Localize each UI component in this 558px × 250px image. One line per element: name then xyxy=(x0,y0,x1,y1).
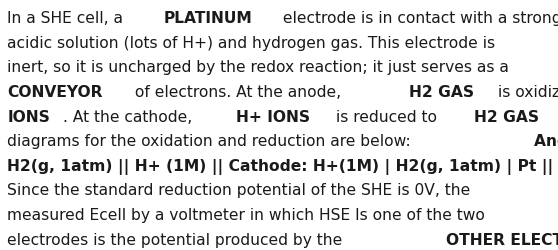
Text: PLATINUM: PLATINUM xyxy=(163,11,252,26)
Text: Anode: Pt |: Anode: Pt | xyxy=(535,134,558,150)
Text: measured Ecell by a voltmeter in which HSE Is one of the two: measured Ecell by a voltmeter in which H… xyxy=(7,207,485,222)
Text: In a SHE cell, a: In a SHE cell, a xyxy=(7,11,128,26)
Text: H+ IONS: H+ IONS xyxy=(235,109,310,124)
Text: electrodes is the potential produced by the: electrodes is the potential produced by … xyxy=(7,232,348,247)
Text: inert, so it is uncharged by the redox reaction; it just serves as a: inert, so it is uncharged by the redox r… xyxy=(7,60,509,75)
Text: IONS: IONS xyxy=(7,109,50,124)
Text: Since the standard reduction potential of the SHE is 0V, the: Since the standard reduction potential o… xyxy=(7,183,470,198)
Text: H2 GAS: H2 GAS xyxy=(474,109,540,124)
Text: H2 GAS: H2 GAS xyxy=(409,85,474,100)
Text: is reduced to: is reduced to xyxy=(331,109,442,124)
Text: electrode is in contact with a strong: electrode is in contact with a strong xyxy=(278,11,558,26)
Text: CONVEYOR: CONVEYOR xyxy=(7,85,103,100)
Text: . At the cathode,: . At the cathode, xyxy=(62,109,197,124)
Text: acidic solution (lots of H+) and hydrogen gas. This electrode is: acidic solution (lots of H+) and hydroge… xyxy=(7,36,496,51)
Text: of electrons. At the anode,: of electrons. At the anode, xyxy=(131,85,347,100)
Text: H2(g, 1atm) || H+ (1M) || Cathode: H+(1M) | H2(g, 1atm) | Pt ||: H2(g, 1atm) || H+ (1M) || Cathode: H+(1M… xyxy=(7,158,554,174)
Text: diagrams for the oxidation and reduction are below:: diagrams for the oxidation and reduction… xyxy=(7,134,416,149)
Text: OTHER ELECTRODE: OTHER ELECTRODE xyxy=(446,232,558,247)
Text: is oxidized to: is oxidized to xyxy=(493,85,558,100)
